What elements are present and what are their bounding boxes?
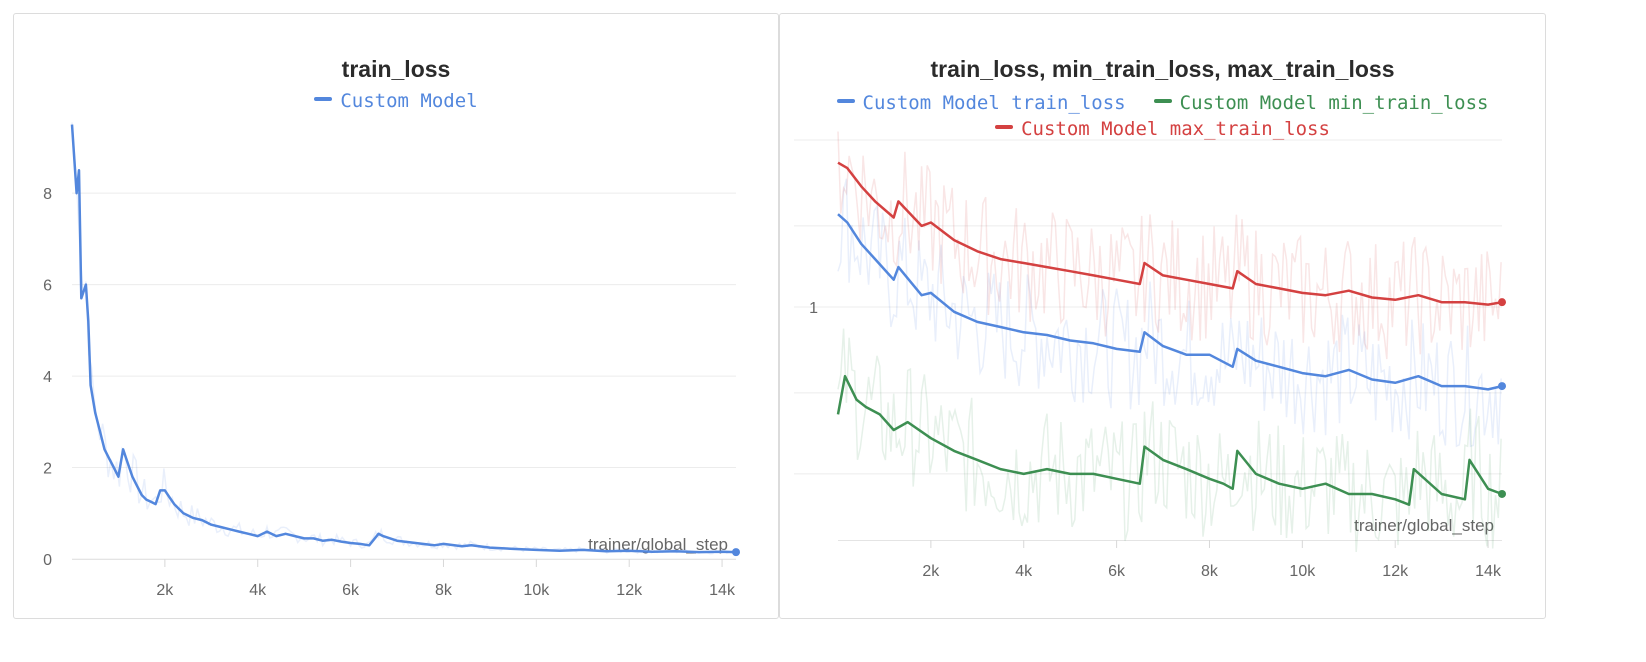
x-tick-label: 8k	[1201, 563, 1219, 580]
legend-item[interactable]: Custom Model min_train_loss	[1153, 90, 1489, 116]
legend-item[interactable]: Custom Model train_loss	[836, 90, 1126, 116]
series-raw-line	[71, 122, 736, 555]
x-tick-label: 12k	[1382, 563, 1409, 580]
x-axis-label: trainer/global_step	[588, 535, 728, 554]
legend-swatch	[1153, 98, 1172, 103]
x-tick-label: 2k	[922, 563, 940, 580]
series-raw-line	[837, 131, 1502, 360]
x-tick-label: 12k	[616, 582, 643, 599]
x-tick-label: 14k	[709, 582, 736, 599]
legend-label: Custom Model	[340, 90, 478, 112]
y-tick-label: 8	[43, 186, 52, 203]
legend-swatch	[995, 124, 1014, 129]
x-tick-label: 6k	[342, 582, 360, 599]
x-tick-label: 10k	[523, 582, 550, 599]
legend-label: Custom Model min_train_loss	[1179, 92, 1489, 114]
y-tick-label: 0	[43, 552, 52, 569]
chart-panel-train-min-max-loss: train_loss, min_train_loss, max_train_lo…	[779, 13, 1546, 619]
y-tick-label: 2	[43, 461, 52, 478]
legend-item[interactable]: Custom Model max_train_loss	[995, 116, 1330, 142]
series-raw-line	[837, 328, 1502, 553]
x-tick-label: 14k	[1475, 563, 1502, 580]
series-end-point	[1498, 489, 1506, 498]
chart-legend: Custom Model train_loss Custom Model min…	[780, 90, 1545, 142]
chart-title: train_loss	[341, 56, 451, 82]
legend-swatch	[836, 98, 855, 103]
x-tick-label: 2k	[156, 582, 174, 599]
legend-label: Custom Model max_train_loss	[1021, 118, 1330, 140]
chart-title: train_loss, min_train_loss, max_train_lo…	[930, 56, 1395, 82]
x-tick-label: 8k	[435, 582, 453, 599]
x-tick-label: 6k	[1108, 563, 1126, 580]
series-line	[837, 161, 1503, 306]
x-tick-label: 10k	[1289, 563, 1316, 580]
series-end-point	[732, 548, 740, 557]
y-tick-label: 1	[809, 300, 818, 317]
series-line	[836, 374, 1503, 506]
series-end-point	[1498, 298, 1506, 307]
series-raw-line	[837, 178, 1502, 448]
x-tick-label: 4k	[1015, 563, 1033, 580]
series-line	[837, 213, 1503, 391]
legend-label: Custom Model train_loss	[862, 92, 1126, 114]
series-end-point	[1498, 382, 1506, 391]
chart-panel-train-loss: train_loss Custom Model	[13, 13, 779, 619]
legend-item[interactable]: Custom Model	[314, 90, 478, 112]
series-line	[70, 124, 737, 554]
y-tick-label: 6	[43, 278, 52, 295]
x-tick-label: 4k	[249, 582, 267, 599]
chart-legend: Custom Model	[14, 90, 778, 112]
y-tick-label: 4	[43, 369, 52, 386]
x-axis-label: trainer/global_step	[1354, 516, 1494, 535]
chart-0: 0 2 4 6 8 2k 4k 6k 8k 10k 12k 14k trainer/global_ste…	[43, 122, 740, 599]
legend-swatch	[314, 96, 333, 101]
